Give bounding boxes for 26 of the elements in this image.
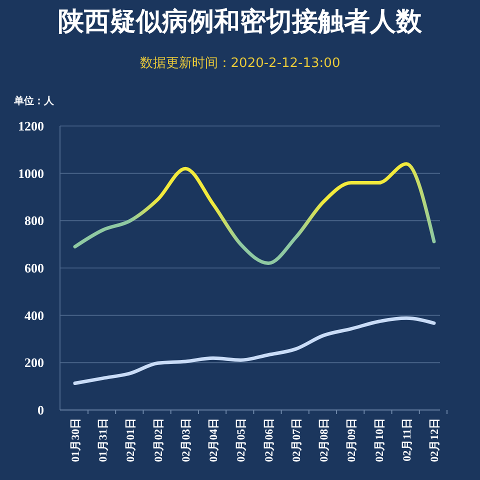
y-tick-label: 1000 [18, 166, 44, 181]
y-tick-label: 1200 [18, 118, 44, 134]
x-tick-label: 02月01日 [125, 418, 138, 462]
x-tick-label: 02月10日 [374, 418, 386, 462]
x-tick-label: 02月06日 [263, 418, 276, 462]
x-tick-label: 02月07日 [290, 418, 303, 462]
y-tick-label: 800 [24, 213, 44, 228]
chart-title: 陕西疑似病例和密切接触者人数 [58, 7, 423, 37]
y-axis-title: 单位：人 [13, 95, 55, 107]
y-tick-label: 600 [24, 260, 44, 276]
x-tick-label: 02月12日 [429, 418, 441, 462]
x-tick-label: 01月30日 [70, 418, 82, 462]
y-tick-label: 400 [24, 308, 44, 323]
x-tick-label: 02月11日 [401, 418, 414, 462]
y-tick-label: 0 [38, 402, 44, 418]
x-tick-label: 02月05日 [236, 418, 248, 462]
x-tick-label: 02月02日 [152, 418, 165, 462]
line-series [73, 316, 436, 386]
x-tick-label: 01月31日 [98, 418, 110, 462]
x-tick-label: 02月03日 [180, 418, 192, 462]
line-series [73, 162, 436, 266]
chart-subtitle: 数据更新时间：2020-2-12-13:00 [140, 56, 340, 71]
y-tick-label: 200 [24, 355, 44, 370]
x-tick-label: 02月08日 [318, 418, 331, 462]
x-tick-label: 02月04日 [208, 418, 220, 462]
x-tick-label: 02月09日 [346, 418, 358, 462]
